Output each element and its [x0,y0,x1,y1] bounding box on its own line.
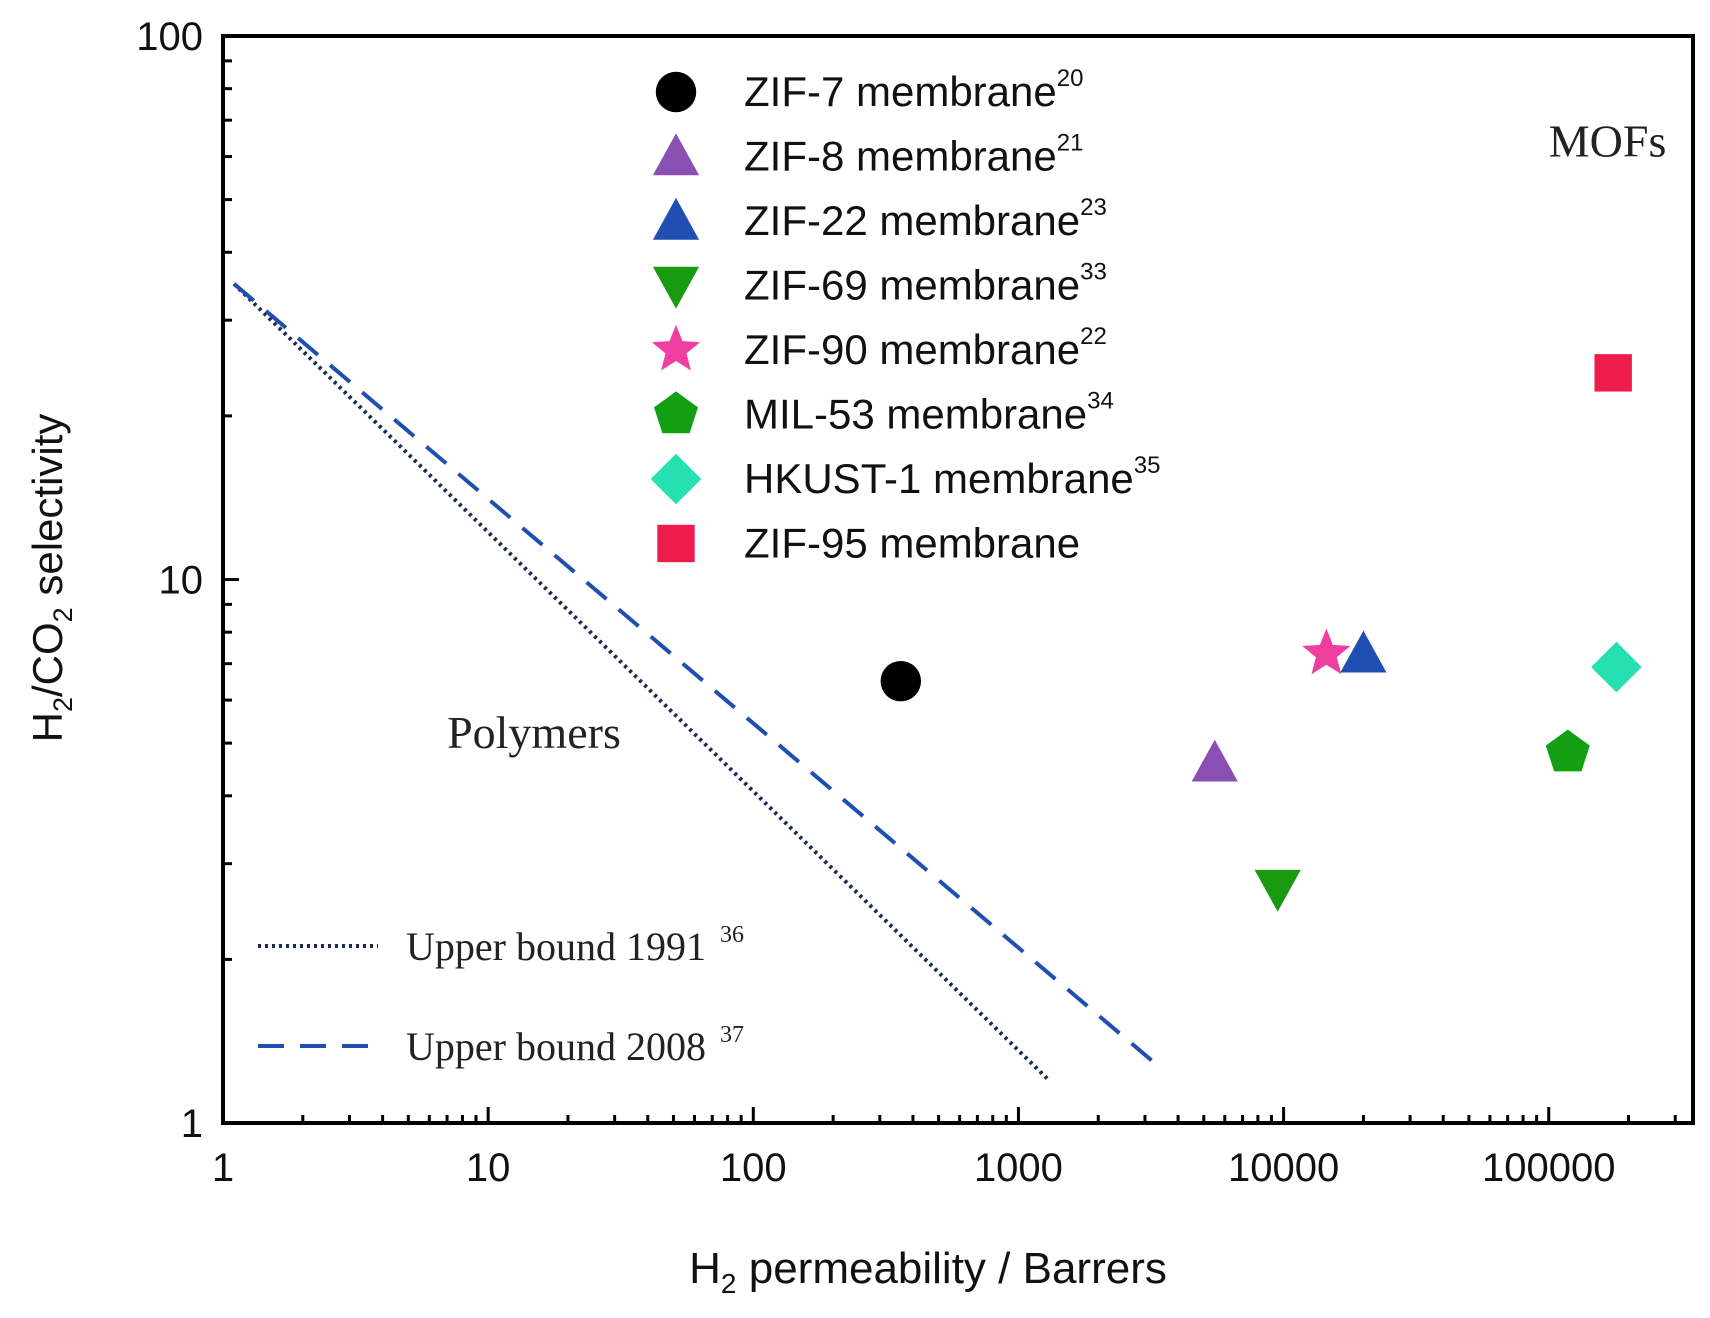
legend-marker [652,133,700,176]
y-tick-label: 1 [181,1102,203,1146]
upper-bound-line [232,282,1051,1082]
data-point-circle [880,660,922,702]
y-tick-label: 10 [159,559,204,603]
x-tick-label: 1000 [974,1146,1063,1190]
legend-label: ZIF-22 membrane23 [744,194,1107,244]
line-legend-label: Upper bound 1991 36 [406,922,744,969]
legend-marker [657,524,695,563]
x-tick-label: 10000 [1228,1146,1339,1190]
x-tick-label: 100 [720,1146,787,1190]
legend-label: HKUST-1 membrane35 [744,452,1161,502]
x-tick-label: 1 [212,1146,234,1190]
data-point-triangle-up [1191,739,1238,782]
y-tick-label: 100 [136,15,203,59]
series-legend: ZIF-7 membrane20 ZIF-8 membrane21 ZIF-22 m… [650,65,1161,567]
legend-label: ZIF-95 membrane [744,520,1080,567]
data-point-diamond [1591,641,1642,693]
legend-label: ZIF-90 membrane22 [744,323,1107,373]
region-label: Polymers [447,707,621,758]
x-axis-ticks: 1 10 100 1000 10000 100000 [212,1107,1677,1190]
legend-label: ZIF-8 membrane21 [744,130,1083,180]
region-labels: MOFs Polymers [447,116,1666,758]
region-label: MOFs [1549,116,1667,167]
legend-marker [650,453,702,505]
legend-marker [654,391,698,434]
legend-label: ZIF-7 membrane20 [744,65,1083,115]
legend-marker [651,324,701,371]
x-tick-label: 10 [466,1146,511,1190]
x-tick-label: 100000 [1482,1146,1615,1190]
y-axis-ticks: 1 10 100 [136,15,239,1146]
legend-marker [652,266,700,309]
line-legend: Upper bound 1991 36 Upper bound 2008 37 [258,922,744,1069]
legend-label: ZIF-69 membrane33 [744,259,1107,309]
legend-marker [652,197,700,240]
upper-bound-lines [232,282,1154,1082]
data-point-triangle-down [1254,869,1301,912]
upper-bound-line [232,282,1154,1063]
data-point-star [1302,628,1351,675]
line-legend-label: Upper bound 2008 37 [406,1022,744,1069]
legend-label: MIL-53 membrane34 [744,388,1114,438]
x-axis-label: H2 permeability / Barrers [689,1244,1167,1299]
data-point-pentagon [1545,729,1590,772]
data-point-triangle-up [1340,630,1387,673]
legend-marker [655,71,697,113]
data-markers [880,354,1642,912]
data-point-square [1594,354,1632,392]
y-axis-label: H2/CO2 selectivity [24,414,78,743]
